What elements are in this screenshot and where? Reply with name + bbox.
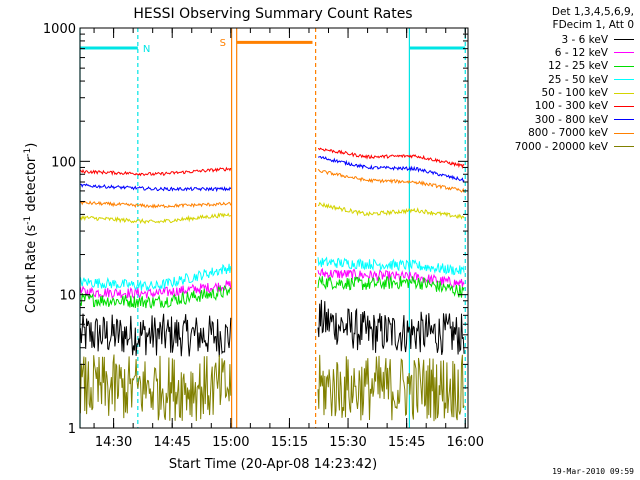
series-7-segment-0: [80, 200, 232, 209]
legend-item-swatch: [614, 79, 634, 81]
x-tick-label-6: 16:00: [447, 435, 484, 450]
plot-frame: [79, 27, 469, 429]
legend-item: 800 - 7000 keV: [472, 127, 638, 140]
legend-header-detectors: Det 1,3,4,5,6,9,: [551, 6, 634, 18]
legend-item-label: 50 - 100 keV: [541, 87, 608, 100]
y-tick-label-2: 100: [51, 155, 76, 170]
series-0-segment-1: [317, 299, 465, 356]
y-tick-label-1: 10: [59, 289, 76, 304]
y-axis-label-part3: ): [24, 143, 39, 148]
generation-timestamp: 19-Mar-2010 09:59: [552, 467, 634, 476]
legend-item-swatch: [614, 146, 634, 148]
legend-item: 6 - 12 keV: [472, 46, 638, 59]
plot-area: NS: [79, 28, 466, 428]
legend-item-label: 7000 - 20000 keV: [514, 140, 608, 153]
legend-item: 12 - 25 keV: [472, 60, 638, 73]
series-6: [80, 155, 465, 193]
series-7: [80, 168, 465, 209]
chart-title: HESSI Observing Summary Count Rates: [133, 6, 412, 22]
legend-item-swatch: [614, 39, 634, 40]
y-tick-label-3: 1000: [43, 22, 76, 37]
series-4-segment-0: [79, 212, 232, 225]
series-6-segment-0: [80, 183, 232, 193]
legend-item-swatch: [614, 65, 634, 67]
legend-item: 3 - 6 keV: [472, 33, 638, 46]
series-4-segment-1: [317, 201, 465, 220]
legend-item-label: 6 - 12 keV: [554, 46, 608, 59]
legend-item-swatch: [614, 52, 634, 54]
x-axis-label: Start Time (20-Apr-08 14:23:42): [169, 457, 377, 472]
gap-label-0: S: [220, 38, 226, 49]
series-5-segment-1: [317, 147, 465, 169]
series-2-segment-0: [79, 284, 232, 310]
series-6-segment-1: [317, 155, 465, 183]
series-2-segment-1: [317, 275, 465, 298]
x-tick-label-2: 15:00: [212, 435, 249, 450]
svg-text:Count Rate (s-1 detector-1): Count Rate (s-1 detector-1): [23, 143, 39, 314]
legend-item-label: 300 - 800 keV: [534, 113, 608, 126]
series-7-segment-1: [317, 168, 465, 193]
axes: 1 10 100 1000 14:30 14:45 15:00 15:15 15:30 15:45…: [43, 22, 484, 450]
x-tick-label-1: 14:45: [153, 435, 190, 450]
legend-item-swatch: [614, 92, 634, 94]
series-3-segment-0: [79, 263, 232, 291]
series-1-segment-0: [79, 280, 232, 299]
legend-item-swatch: [614, 119, 634, 121]
legend-item-label: 3 - 6 keV: [561, 33, 608, 46]
x-tick-label-0: 14:30: [95, 435, 132, 450]
night-bar-label-0: N: [143, 44, 150, 55]
x-tick-label-4: 15:30: [329, 435, 366, 450]
x-tick-label-3: 15:15: [271, 435, 308, 450]
legend-item: 100 - 300 keV: [472, 100, 638, 113]
legend-item-swatch: [614, 132, 634, 134]
series-5-segment-0: [79, 166, 232, 177]
legend-item: 7000 - 20000 keV: [472, 140, 638, 153]
series-0-segment-0: [79, 313, 232, 357]
legend-rows: 3 - 6 keV 6 - 12 keV 12 - 25 keV 25 - 50 ke…: [472, 33, 638, 154]
series-8: [79, 354, 465, 422]
series-4: [79, 201, 465, 225]
y-axis-label-exp1: -1: [23, 216, 33, 225]
legend-header-decimation: FDecim 1, Att 0: [552, 19, 634, 32]
y-axis-label-exp2: -1: [23, 148, 33, 157]
series-3-segment-1: [317, 256, 465, 276]
series-3: [79, 256, 465, 291]
y-axis-label: Count Rate (s-1 detector-1): [23, 143, 39, 314]
legend-item-label: 100 - 300 keV: [534, 100, 608, 113]
series-8-segment-0: [79, 354, 232, 422]
series-8-segment-1: [317, 354, 465, 422]
y-tick-label-0: 1: [68, 422, 76, 437]
series-5: [79, 147, 465, 177]
legend: Det 1,3,4,5,6,9, FDecim 1, Att 0 3 - 6 k…: [472, 6, 638, 153]
series-0: [79, 299, 465, 357]
legend-item: 25 - 50 keV: [472, 73, 638, 86]
legend-item-label: 25 - 50 keV: [548, 73, 608, 86]
legend-item-label: 800 - 7000 keV: [528, 127, 608, 140]
y-axis-label-part2: detector: [24, 156, 39, 216]
x-tick-label-5: 15:45: [388, 435, 425, 450]
legend-item-label: 12 - 25 keV: [548, 60, 608, 73]
legend-item: 50 - 100 keV: [472, 86, 638, 99]
y-axis-label-part1: Count Rate (s: [24, 225, 39, 314]
series-2: [79, 275, 465, 310]
legend-item: 300 - 800 keV: [472, 113, 638, 126]
legend-item-swatch: [614, 105, 634, 107]
